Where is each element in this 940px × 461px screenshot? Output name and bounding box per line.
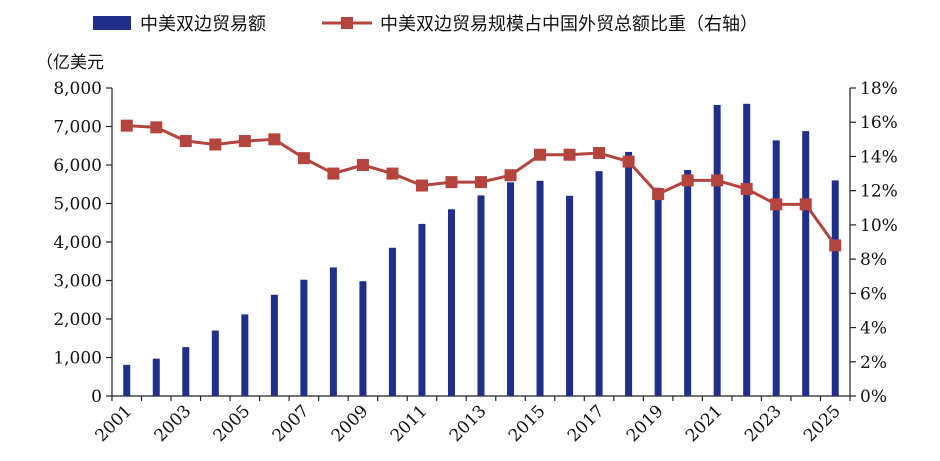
- right-tick-label: 8%: [860, 250, 887, 270]
- x-tick-label: 2011: [387, 401, 432, 446]
- bar-2018: [625, 151, 633, 396]
- point-2025: [829, 239, 842, 252]
- point-2005: [238, 135, 251, 148]
- bar-2024: [802, 131, 810, 396]
- legend: 中美双边贸易额 中美双边贸易规模占中国外贸总额比重（右轴）: [93, 14, 758, 35]
- right-axis-ticks: 0% 2% 4% 6% 8% 10% 12% 14% 16% 18%: [850, 79, 898, 407]
- x-tick-label: 2021: [682, 401, 727, 446]
- point-2010: [386, 167, 399, 180]
- bar-2023: [772, 140, 780, 396]
- point-2013: [475, 176, 487, 189]
- x-tick-label: 2013: [446, 401, 491, 446]
- left-tick-label: 2,000: [53, 310, 102, 330]
- right-tick-label: 10%: [860, 216, 898, 236]
- point-2001: [120, 119, 133, 132]
- point-2009: [356, 159, 369, 171]
- bar-2008: [329, 267, 337, 396]
- point-2015: [534, 148, 547, 161]
- legend-line-marker: [341, 17, 353, 29]
- point-2024: [799, 198, 812, 211]
- legend-line-label: 中美双边贸易规模占中国外贸总额比重（右轴）: [380, 14, 758, 35]
- point-2022: [740, 182, 753, 195]
- bar-2013: [477, 195, 485, 396]
- right-tick-label: 4%: [860, 319, 887, 339]
- left-tick-label: 7,000: [53, 118, 102, 138]
- left-tick-label: 0: [91, 387, 102, 407]
- point-2003: [179, 135, 192, 148]
- bar-series: [123, 103, 839, 396]
- point-2020: [681, 174, 694, 187]
- point-2012: [445, 176, 458, 189]
- x-tick-label: 2019: [623, 401, 668, 446]
- left-tick-label: 8,000: [53, 79, 102, 99]
- bar-2021: [713, 104, 721, 396]
- bar-2009: [359, 281, 367, 396]
- bar-2005: [241, 314, 249, 396]
- x-tick-label: 2017: [564, 401, 609, 446]
- point-2016: [563, 148, 576, 161]
- right-tick-label: 18%: [860, 79, 898, 99]
- point-2004: [209, 138, 222, 151]
- point-2006: [268, 133, 281, 146]
- bar-2002: [152, 358, 160, 396]
- bar-2015: [536, 180, 544, 396]
- bar-2016: [566, 195, 574, 396]
- x-tick-label: 2007: [269, 401, 314, 446]
- point-2019: [652, 188, 665, 201]
- right-tick-label: 14%: [860, 147, 898, 167]
- bar-2003: [182, 347, 190, 396]
- x-tick-label: 2003: [151, 401, 196, 446]
- point-2008: [327, 167, 340, 180]
- point-2002: [150, 121, 163, 134]
- point-2014: [504, 169, 517, 182]
- right-tick-label: 16%: [860, 113, 898, 133]
- legend-bar-label: 中美双边贸易额: [140, 14, 266, 35]
- right-tick-label: 0%: [860, 387, 887, 407]
- bar-2020: [684, 170, 692, 396]
- x-tick-label: 2009: [328, 401, 373, 446]
- left-tick-label: 6,000: [53, 156, 102, 176]
- point-2021: [711, 174, 724, 187]
- bar-2022: [743, 103, 751, 396]
- point-2023: [770, 198, 783, 211]
- bar-2025: [831, 180, 839, 396]
- bar-2019: [654, 187, 662, 396]
- bar-2011: [418, 223, 426, 396]
- left-tick-label: 4,000: [53, 233, 102, 253]
- x-tick-label: 2025: [800, 401, 845, 446]
- left-tick-label: 1,000: [53, 349, 102, 369]
- right-tick-label: 6%: [860, 284, 887, 304]
- line-series: [120, 119, 842, 252]
- bar-2017: [595, 171, 603, 396]
- bar-2007: [300, 279, 308, 396]
- x-tick-label: 2023: [741, 401, 786, 446]
- point-2007: [297, 152, 310, 165]
- bar-2010: [388, 247, 396, 396]
- right-tick-label: 12%: [860, 182, 898, 202]
- left-tick-label: 5,000: [53, 195, 102, 215]
- left-tick-label: 3,000: [53, 272, 102, 292]
- x-tick-label: 2001: [92, 401, 137, 446]
- x-tick-label: 2005: [210, 401, 255, 446]
- point-2018: [622, 155, 635, 168]
- bar-2004: [211, 330, 219, 396]
- left-axis-ticks: 0 1,000 2,000 3,000 4,000 5,000 6,000 7,000 8,00…: [53, 79, 112, 407]
- right-tick-label: 2%: [860, 353, 887, 373]
- bar-2014: [507, 182, 515, 396]
- bar-2006: [270, 294, 278, 396]
- legend-bar-swatch: [93, 16, 131, 30]
- bar-2001: [123, 364, 131, 396]
- x-axis-ticks: 2001 2003 2005 2007 2009 2011 2013 2015 2017 2019…: [92, 396, 851, 446]
- x-tick-label: 2015: [505, 401, 550, 446]
- point-2017: [593, 147, 606, 160]
- point-2011: [415, 179, 428, 192]
- bar-2012: [447, 209, 455, 396]
- left-axis-unit: （亿美元: [36, 53, 104, 73]
